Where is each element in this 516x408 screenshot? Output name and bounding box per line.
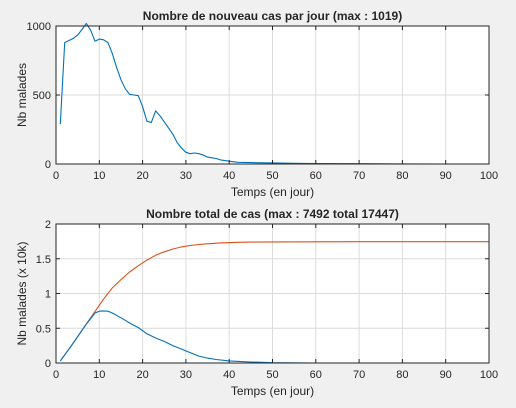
x-tick-label: 0: [53, 369, 59, 381]
chart-title: Nombre de nouveau cas par jour (max : 10…: [143, 9, 402, 23]
series-layer: [59, 22, 489, 165]
x-tick-label: 90: [440, 369, 452, 381]
y-tick-label: 0.5: [36, 323, 51, 335]
x-tick-label: 50: [266, 170, 278, 182]
x-axis-label: Temps (en jour): [231, 185, 314, 199]
x-tick-label: 40: [223, 170, 235, 182]
y-axis-label: Nb malades: [15, 63, 29, 127]
y-tick-label: 500: [33, 90, 51, 102]
x-tick-label: 10: [93, 170, 105, 182]
x-tick-label: 70: [353, 170, 365, 182]
y-tick-label: 0: [45, 358, 51, 370]
x-axis-label: Temps (en jour): [231, 384, 314, 398]
y-axis-label: Nb malades (x 10k): [15, 241, 29, 345]
x-tick-label: 80: [396, 369, 408, 381]
x-tick-label: 100: [480, 170, 498, 182]
x-tick-label: 60: [310, 369, 322, 381]
series-line-0: [59, 22, 489, 165]
x-tick-label: 40: [223, 369, 235, 381]
y-tick-label: 1.5: [36, 254, 51, 266]
y-tick-label: 2: [45, 219, 51, 231]
x-tick-label: 50: [266, 369, 278, 381]
y-tick-label: 0: [45, 159, 51, 171]
x-tick-label: 0: [53, 170, 59, 182]
y-tick-label: 1: [45, 289, 51, 301]
series-line-0: [59, 241, 489, 362]
tick-layer: 0 10 20 30 40 50 60 70 80 90 100 0 0.5 1 1.5 2: [36, 219, 498, 381]
x-tick-label: 60: [310, 170, 322, 182]
x-tick-label: 10: [93, 369, 105, 381]
y-tick-label: 1000: [27, 21, 51, 33]
plot-total-cases: 0 10 20 30 40 50 60 70 80 90 100 0 0.5 1 1.5 2 Nombre t…: [15, 207, 498, 398]
x-tick-label: 20: [136, 369, 148, 381]
x-tick-label: 100: [480, 369, 498, 381]
x-tick-label: 90: [440, 170, 452, 182]
x-tick-label: 80: [396, 170, 408, 182]
x-tick-label: 30: [180, 369, 192, 381]
chart-title: Nombre total de cas (max : 7492 total 17…: [146, 207, 399, 221]
x-tick-label: 70: [353, 369, 365, 381]
x-tick-label: 30: [180, 170, 192, 182]
x-tick-label: 20: [136, 170, 148, 182]
